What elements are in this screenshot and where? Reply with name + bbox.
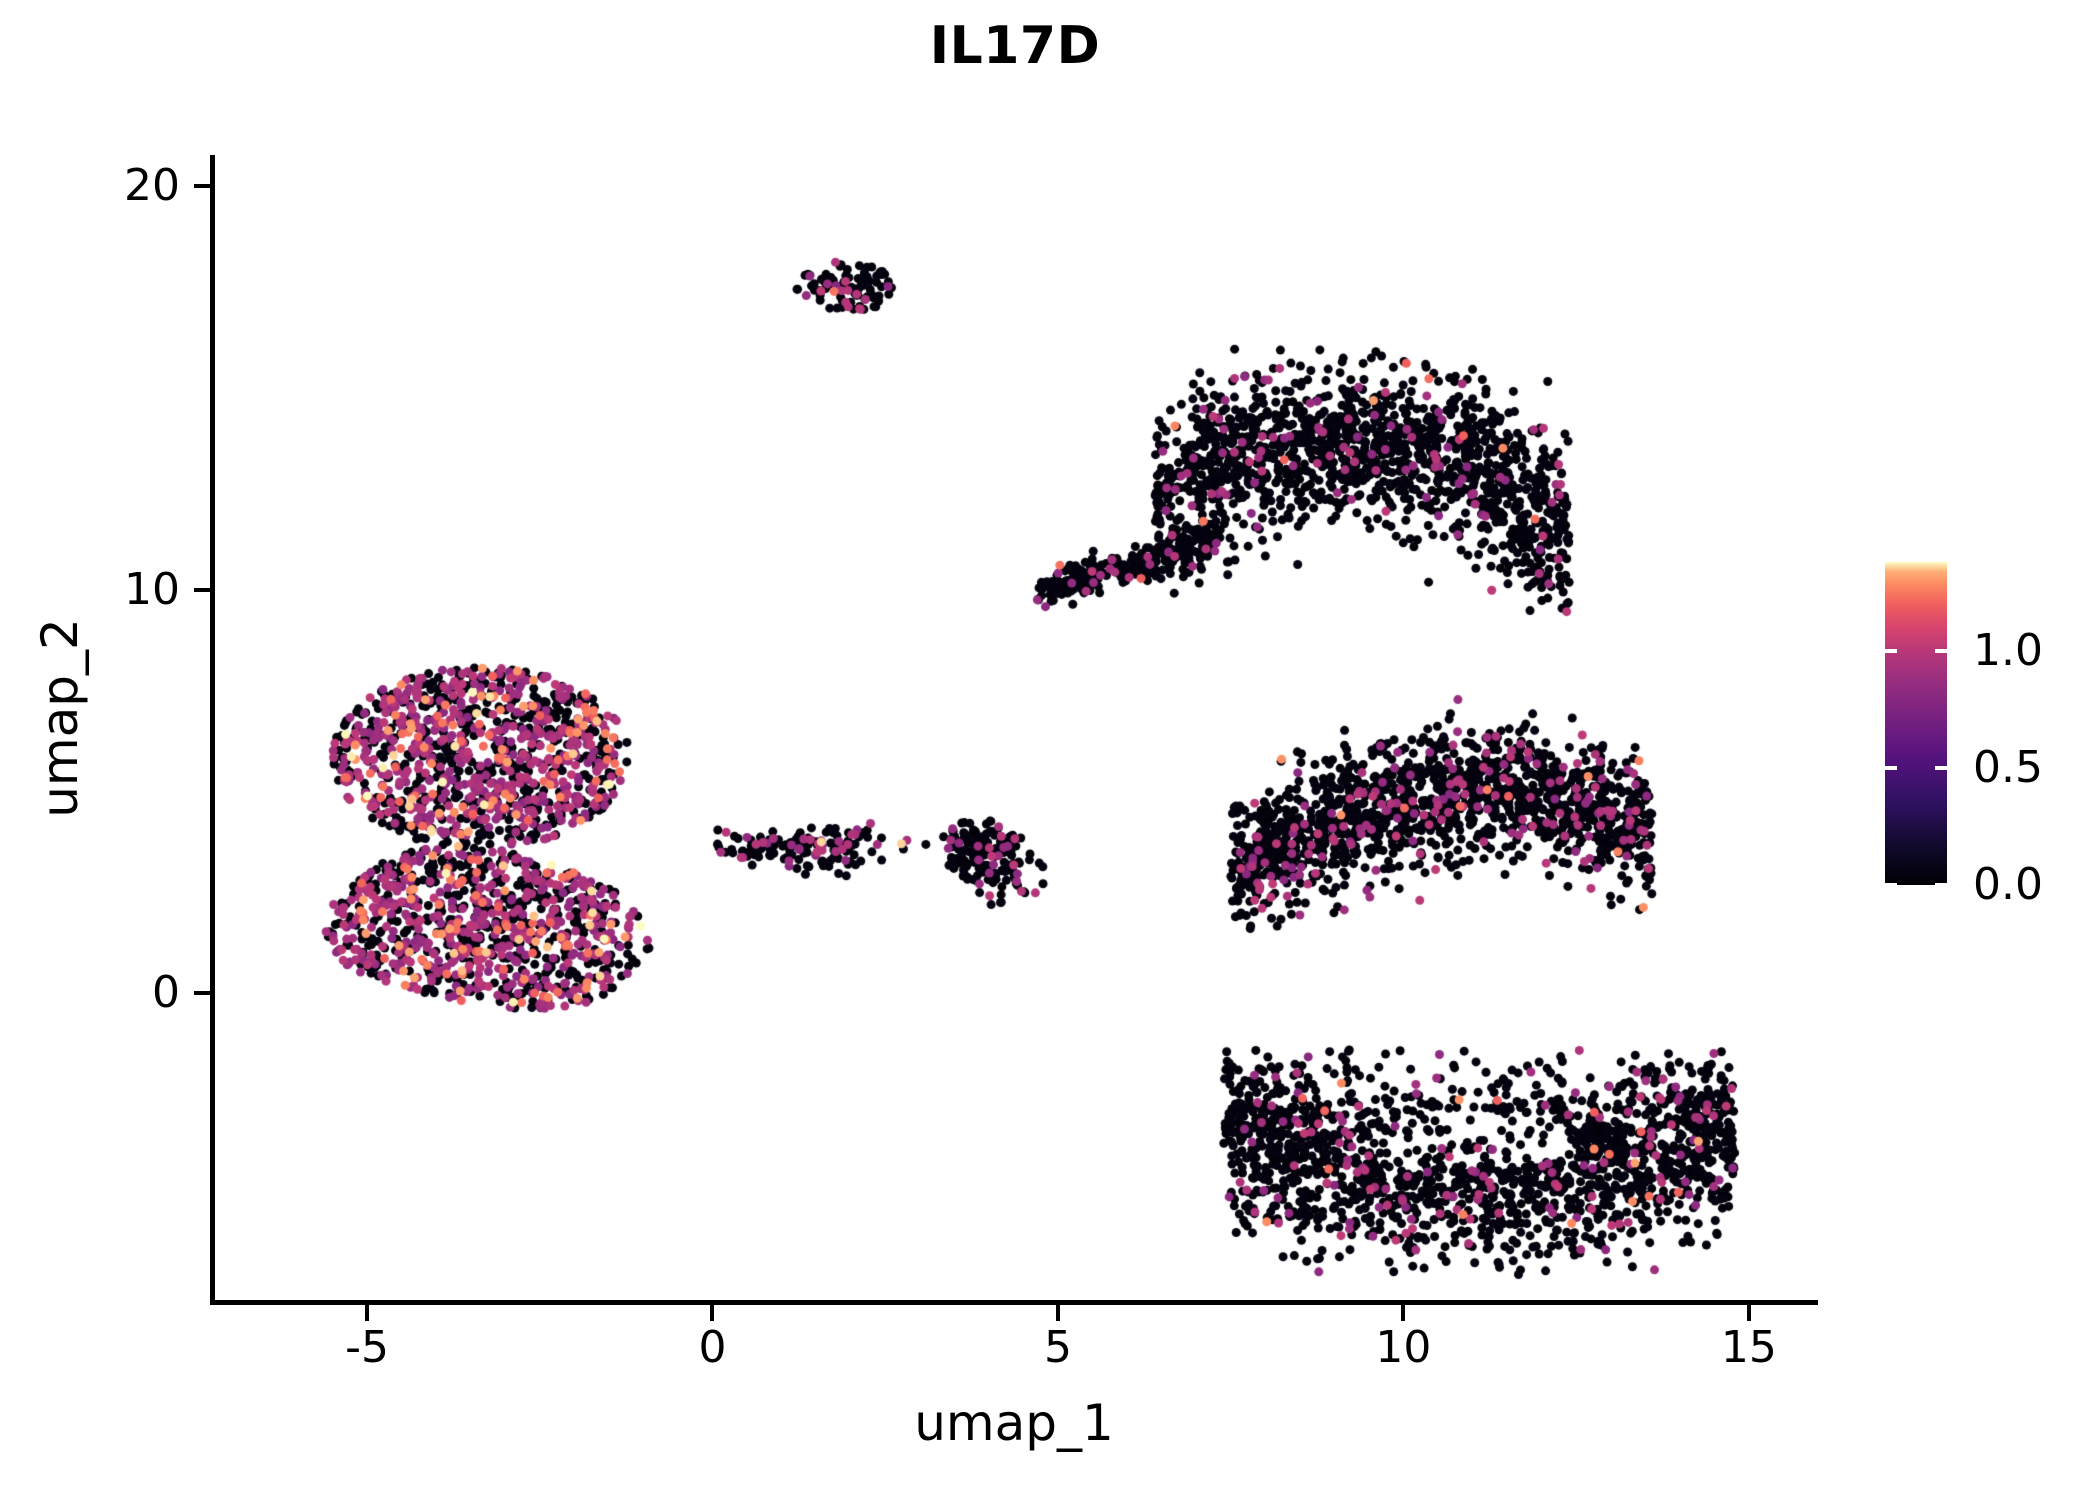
x-tick-label: 10 [1375,1322,1432,1373]
colorbar-tick-mark [1885,648,1897,653]
colorbar-tick-mark [1935,648,1947,653]
colorbar-tick-label: 0.5 [1973,741,2043,793]
x-axis-spine [210,1300,1818,1305]
page-title: IL17D [929,16,1101,76]
colorbar-tick-mark [1885,765,1897,770]
colorbar-tick-mark [1885,883,1897,887]
y-tick-mark [194,184,210,189]
colorbar-tick-label: 0.0 [1973,859,2043,910]
y-tick-mark [194,991,210,996]
x-tick-label: 15 [1720,1322,1777,1373]
scatter-points-canvas [215,130,1818,1300]
x-tick-mark [710,1305,715,1321]
x-tick-mark [365,1305,369,1321]
x-tick-label: -5 [345,1322,389,1373]
y-axis-spine [210,155,215,1305]
colorbar-tick-mark [1935,765,1947,770]
x-tick-mark [1746,1305,1751,1321]
x-tick-label: 0 [698,1322,727,1373]
y-tick-label: 10 [124,563,180,615]
colorbar-tick-label: 1.0 [1973,624,2043,676]
x-axis-label: umap_1 [914,1394,1114,1452]
colorbar: 0.0 0.5 1.0 [1885,562,2085,907]
y-axis-label: umap_2 [31,617,89,818]
colorbar-tick-mark [1935,883,1947,887]
x-tick-mark [1401,1305,1406,1321]
y-tick-label: 20 [124,160,180,212]
colorbar-gradient [1885,562,1947,885]
plot-axes: -5 0 5 10 15 0 10 20 umap_1 umap_2 [31,130,1818,1448]
x-tick-mark [1055,1305,1060,1321]
y-tick-mark [194,587,210,592]
x-tick-label: 5 [1043,1322,1072,1373]
y-tick-label: 0 [152,967,180,1019]
